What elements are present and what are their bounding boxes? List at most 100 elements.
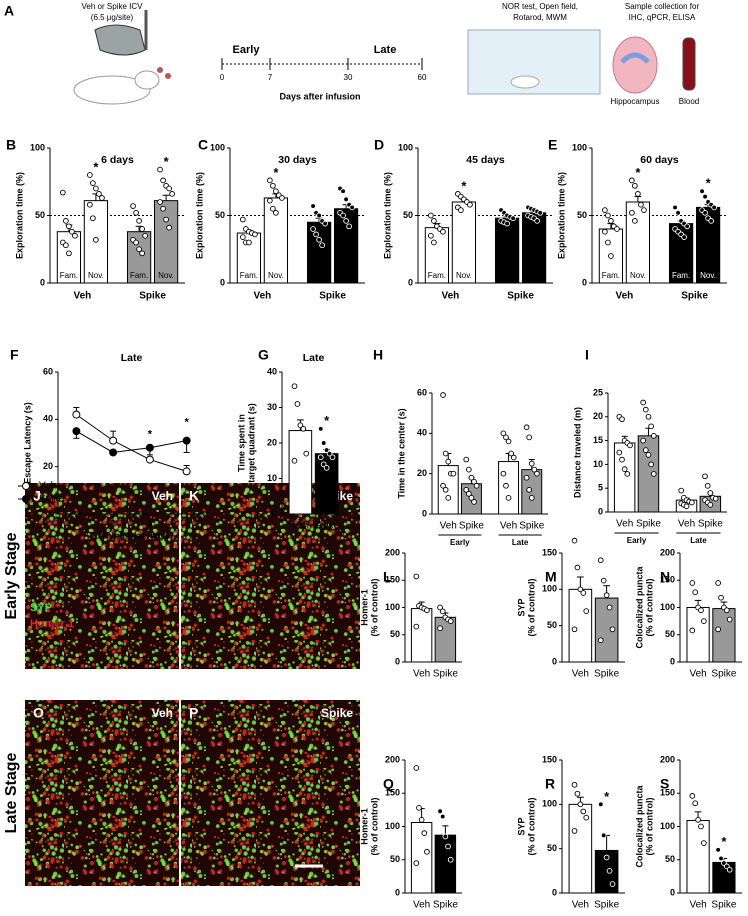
y-axis-label: (% of control)	[644, 798, 654, 856]
data-point	[605, 239, 611, 246]
data-point	[145, 443, 154, 452]
data-point	[689, 499, 695, 506]
data-point	[574, 564, 581, 571]
category-label: Spike	[459, 521, 484, 532]
micrograph	[181, 700, 360, 886]
y-tick-label: 60	[43, 366, 53, 376]
brain	[612, 36, 658, 94]
y-tick-label: 0	[582, 277, 587, 287]
data-point	[577, 586, 584, 593]
data-point	[695, 816, 701, 823]
data-point	[602, 207, 608, 213]
data-point	[635, 191, 641, 197]
chart-title: 45 days	[466, 154, 505, 166]
data-point	[109, 448, 118, 457]
data-point	[322, 220, 328, 227]
y-tick-label: 100	[572, 142, 587, 152]
panel-letter: S	[660, 776, 669, 792]
data-point	[534, 470, 540, 477]
data-point	[505, 495, 512, 501]
y-axis-label: (% of control)	[369, 798, 379, 856]
y-tick-label: 50	[547, 843, 557, 853]
panel-letter: B	[6, 137, 16, 153]
category-label: Veh	[413, 900, 430, 911]
group-label: Veh	[74, 291, 92, 302]
data-point	[531, 466, 538, 473]
y-tick-label: 0	[395, 656, 400, 666]
row-label: Late Stage	[3, 752, 20, 833]
data-point	[597, 801, 604, 808]
group-label: Spike	[319, 291, 346, 302]
y-axis-label: (% of control)	[644, 579, 654, 637]
y-tick-label: 25	[593, 387, 603, 397]
y-axis-label: Escape Latency (s)	[22, 402, 32, 484]
data-point	[500, 470, 507, 477]
bar	[288, 430, 313, 515]
data-point	[624, 471, 631, 477]
data-point	[428, 232, 434, 239]
injection-text: Veh or Spike ICV	[82, 2, 144, 11]
category-label: Spike	[314, 521, 339, 532]
y-tick-label: 150	[542, 547, 557, 557]
data-point	[526, 486, 533, 493]
stain-label: Homer 1	[30, 618, 74, 630]
y-tick-label: 40	[43, 414, 53, 424]
data-point	[418, 816, 425, 823]
glove-hand	[94, 24, 146, 56]
data-point	[87, 201, 93, 208]
data-point	[270, 182, 276, 189]
data-point	[597, 637, 604, 644]
data-point	[465, 490, 472, 497]
y-tick-label: 50	[577, 210, 587, 220]
data-point	[440, 392, 446, 398]
category-label: Veh	[440, 521, 457, 532]
y-tick-label: 100	[398, 142, 413, 152]
group-label: Veh	[442, 291, 460, 302]
y-axis-label: Exploration time (%)	[556, 172, 566, 259]
data-point	[715, 580, 721, 586]
y-axis-label: (% of control)	[526, 798, 536, 856]
panel-letter: C	[198, 137, 208, 153]
data-point	[421, 830, 428, 837]
data-point	[90, 215, 96, 222]
y-tick-label: 0	[408, 277, 413, 287]
data-point	[692, 589, 699, 596]
bar	[494, 217, 520, 284]
data-point	[632, 218, 638, 224]
timeline-tick-label: 60	[418, 73, 427, 82]
data-point	[645, 452, 652, 458]
data-point	[416, 805, 422, 811]
data-point	[93, 236, 99, 243]
significance: *	[164, 154, 170, 169]
y-tick-label: 100	[385, 602, 400, 612]
data-point	[528, 460, 535, 467]
y-axis-label: Exploration time (%)	[194, 172, 204, 259]
y-tick-label: 60	[417, 387, 427, 397]
data-point	[136, 246, 142, 253]
significance: *	[461, 178, 467, 193]
category-label: Spike	[636, 519, 661, 530]
bar	[686, 820, 710, 894]
category-label: Nov.	[158, 271, 174, 280]
data-point	[428, 212, 434, 219]
data-point	[715, 626, 721, 633]
y-tick-label: 0	[395, 887, 400, 897]
y-tick-label: 0	[422, 508, 427, 518]
data-point	[340, 188, 346, 195]
data-point	[343, 218, 349, 224]
y-tick-label: 200	[660, 547, 675, 557]
category-label: Veh	[572, 900, 589, 911]
category-label: Veh	[500, 521, 517, 532]
data-point	[267, 197, 273, 204]
y-tick-label: 50	[390, 629, 400, 639]
data-point	[340, 212, 346, 219]
data-point	[580, 590, 587, 596]
y-tick-label: 30	[267, 402, 277, 412]
y-tick-label: 150	[660, 788, 675, 798]
category-label: Spike	[698, 519, 723, 530]
phase-label: Early	[233, 44, 261, 56]
data-point	[139, 226, 145, 232]
data-point	[648, 423, 654, 430]
y-tick-label: 150	[385, 575, 400, 585]
chart-title: Late	[303, 352, 325, 364]
